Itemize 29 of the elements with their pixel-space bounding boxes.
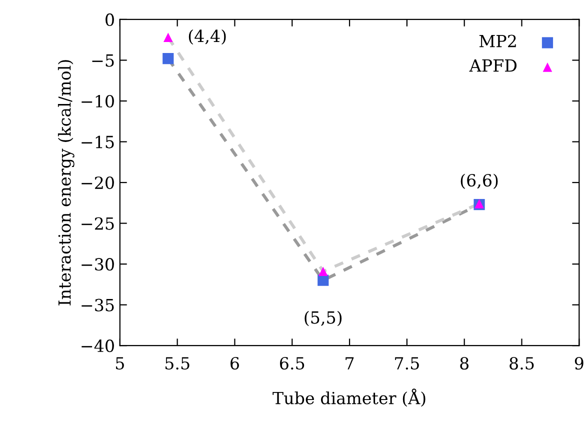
- x-tick-label: 8.5: [510, 357, 534, 370]
- y-axis-title: Interaction energy (kcal/mol): [58, 60, 74, 306]
- x-tick-label: 6.5: [280, 357, 304, 370]
- point: [318, 266, 328, 276]
- y-tick-label: −30: [82, 258, 114, 271]
- y-tick-label: −15: [82, 136, 114, 148]
- y-tick-label: −40: [82, 340, 114, 352]
- x-tick-label: 7.5: [395, 357, 419, 370]
- point: [163, 32, 173, 42]
- y-tick-label: 0: [106, 13, 114, 26]
- x-tick-label: 7: [346, 357, 354, 370]
- x-axis-title: Tube diameter (Å): [272, 388, 426, 407]
- y-tick-label: −25: [82, 217, 114, 230]
- point: [162, 53, 174, 64]
- y-tick-label: −20: [82, 176, 114, 190]
- annotation: (4,4): [188, 29, 226, 45]
- y-tick-label: −35: [82, 298, 114, 312]
- annotation: (5,5): [304, 310, 342, 326]
- x-tick-label: 5.5: [165, 357, 190, 370]
- x-tick-label: 9: [574, 357, 584, 370]
- y-tick-label: −10: [82, 94, 114, 108]
- y-tick-label: −5: [92, 54, 114, 67]
- point: [318, 274, 329, 286]
- x-tick-label: 6: [230, 357, 239, 370]
- legend-label: MP2: [479, 34, 516, 48]
- x-tick-label: 8: [460, 357, 469, 370]
- annotation: (6,6): [460, 174, 498, 189]
- legend-label: APFD: [469, 59, 517, 72]
- x-tick-label: 5: [116, 357, 124, 370]
